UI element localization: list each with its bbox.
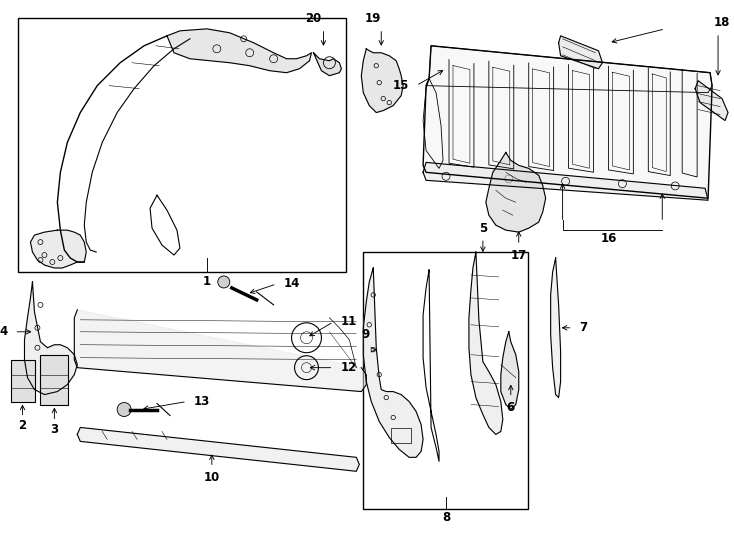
Text: 4: 4 <box>0 325 7 338</box>
Bar <box>391 428 411 443</box>
Text: 10: 10 <box>204 471 220 484</box>
Polygon shape <box>24 282 77 395</box>
Text: 9: 9 <box>361 328 369 341</box>
Text: 1: 1 <box>203 275 211 288</box>
Polygon shape <box>77 428 360 471</box>
Bar <box>10 360 35 402</box>
Text: 18: 18 <box>714 16 730 29</box>
Text: 3: 3 <box>51 423 59 436</box>
Text: 15: 15 <box>393 79 409 92</box>
Text: 12: 12 <box>341 361 357 374</box>
Bar <box>363 252 528 509</box>
Polygon shape <box>361 49 403 112</box>
Polygon shape <box>313 53 341 76</box>
Polygon shape <box>695 80 728 120</box>
Bar <box>40 355 68 404</box>
Polygon shape <box>423 46 712 198</box>
Polygon shape <box>501 332 519 409</box>
Polygon shape <box>74 310 366 392</box>
Text: 13: 13 <box>194 395 210 408</box>
Text: 7: 7 <box>580 321 588 334</box>
Polygon shape <box>167 29 311 73</box>
Polygon shape <box>423 163 708 200</box>
Text: 8: 8 <box>442 511 450 524</box>
Text: 19: 19 <box>365 12 382 25</box>
Bar <box>18 18 346 272</box>
Polygon shape <box>363 268 423 457</box>
Polygon shape <box>469 252 503 434</box>
Polygon shape <box>559 36 603 69</box>
Text: 6: 6 <box>506 401 515 414</box>
Text: 20: 20 <box>305 12 321 25</box>
Text: 5: 5 <box>479 221 487 235</box>
Text: 2: 2 <box>18 419 26 432</box>
Text: 14: 14 <box>283 278 300 291</box>
Circle shape <box>117 402 131 416</box>
Circle shape <box>218 276 230 288</box>
Polygon shape <box>486 152 545 232</box>
Text: 16: 16 <box>600 232 617 245</box>
Polygon shape <box>550 258 561 397</box>
Polygon shape <box>31 230 87 268</box>
Text: 11: 11 <box>341 315 357 328</box>
Text: 17: 17 <box>511 248 527 261</box>
